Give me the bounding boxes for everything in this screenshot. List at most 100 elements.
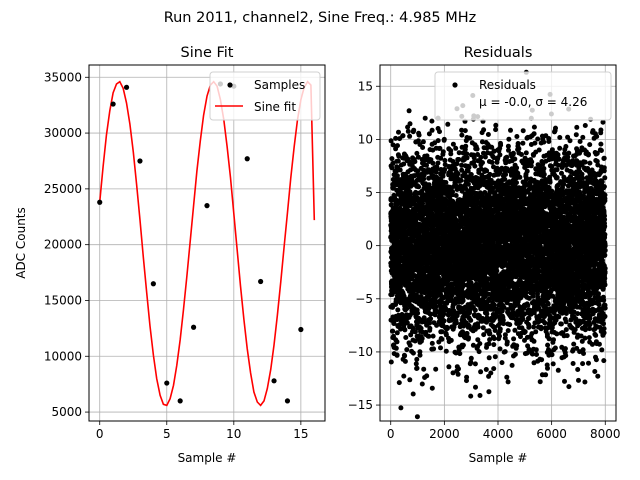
residual-point: [433, 366, 439, 372]
residual-point: [433, 304, 439, 310]
sine-fit-legend-box: [209, 71, 321, 121]
residual-point: [430, 333, 436, 339]
residual-point: [403, 335, 409, 340]
residual-point: [401, 161, 407, 167]
sample-point: [204, 203, 210, 209]
residual-point: [457, 351, 463, 357]
residual-point: [487, 330, 493, 336]
residual-point: [491, 342, 497, 348]
residual-point: [497, 346, 503, 352]
sample-point: [150, 281, 156, 287]
residual-point: [422, 115, 428, 121]
residual-point: [394, 352, 400, 358]
residual-point: [472, 361, 478, 367]
residuals-title: Residuals: [464, 45, 533, 61]
residual-point: [455, 371, 461, 377]
residual-point: [466, 164, 472, 170]
residual-point: [475, 324, 481, 330]
residual-point: [438, 155, 444, 161]
sine-fit-xtick-label: 5: [163, 427, 171, 441]
residual-point: [493, 127, 499, 133]
residual-point: [394, 173, 400, 179]
residual-point: [477, 341, 483, 347]
residual-point: [472, 163, 478, 169]
residual-point: [506, 136, 512, 142]
sample-point: [298, 326, 304, 333]
residual-point: [480, 160, 485, 166]
residual-point: [421, 366, 427, 372]
residual-point: [396, 153, 402, 159]
residual-point: [512, 156, 518, 162]
residual-point: [402, 358, 408, 364]
residuals-xlabel: Sample #: [469, 451, 528, 465]
sample-point: [284, 398, 291, 404]
residual-point: [424, 373, 430, 379]
residual-point: [439, 336, 445, 342]
residual-point: [414, 356, 420, 362]
sine-fit-xlabel: Sample #: [178, 451, 237, 465]
residual-point: [420, 139, 426, 145]
residual-point: [514, 180, 519, 186]
residual-point: [478, 369, 484, 375]
residual-point: [450, 189, 455, 195]
residual-point: [404, 174, 410, 179]
residual-point: [412, 329, 418, 335]
residuals-points-layer: [388, 69, 608, 420]
sample-point: [164, 380, 170, 386]
residual-point: [395, 158, 401, 164]
residual-point: [413, 361, 419, 367]
residual-point: [512, 351, 518, 357]
legend-fit-label: Sine fit: [254, 100, 296, 114]
residual-point: [428, 316, 434, 322]
residual-point: [501, 321, 506, 327]
residual-point: [390, 328, 396, 334]
residual-point: [406, 108, 412, 114]
residual-point: [497, 326, 503, 332]
residual-point: [410, 391, 416, 397]
residual-point: [407, 189, 413, 195]
residual-point: [402, 353, 408, 359]
residual-point: [502, 332, 508, 338]
residual-point: [493, 122, 499, 128]
residual-point: [468, 355, 474, 361]
residual-point: [488, 370, 494, 376]
residual-point: [453, 320, 459, 326]
residual-point: [497, 152, 503, 158]
residual-point: [486, 355, 492, 361]
residual-point: [390, 142, 396, 148]
residual-point: [474, 146, 480, 152]
residual-point: [435, 138, 441, 144]
residual-point: [428, 311, 434, 317]
residual-point: [393, 345, 399, 351]
residual-point: [393, 135, 399, 141]
residual-point: [401, 373, 407, 379]
residual-point: [514, 134, 520, 139]
residual-point: [429, 385, 435, 391]
sample-point: [123, 84, 130, 90]
residual-point: [491, 366, 497, 372]
residual-point: [439, 329, 445, 335]
residual-point: [405, 128, 411, 134]
residual-point: [412, 159, 418, 165]
residual-point: [514, 165, 520, 171]
residual-point: [438, 345, 443, 351]
residual-point: [415, 310, 421, 316]
residual-point: [424, 153, 430, 159]
legend-samples-label: Samples: [254, 78, 305, 92]
residual-point: [455, 171, 461, 177]
residual-point: [407, 133, 413, 139]
sine-fit-xtick-label: 10: [226, 427, 241, 441]
residual-point: [483, 367, 489, 372]
residual-point: [404, 306, 410, 312]
sine-fit-legend: Samples Sine fit: [209, 71, 321, 121]
residual-point: [407, 121, 413, 127]
residual-point: [467, 135, 473, 141]
residual-point: [407, 377, 413, 383]
residual-point: [477, 393, 483, 398]
residual-point: [445, 121, 451, 127]
residual-point: [424, 162, 429, 168]
residual-point: [421, 176, 427, 182]
residual-point: [419, 381, 425, 387]
residual-point: [400, 133, 406, 139]
